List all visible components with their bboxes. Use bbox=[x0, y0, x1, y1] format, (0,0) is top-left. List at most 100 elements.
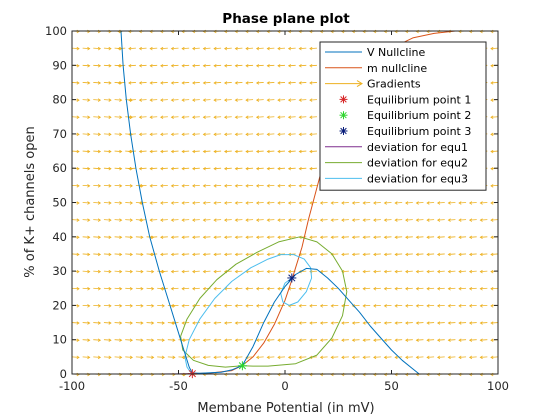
gradient-arrow bbox=[234, 46, 243, 51]
gradient-arrow bbox=[125, 235, 133, 240]
gradient-arrow bbox=[125, 304, 133, 308]
gradient-arrow bbox=[298, 149, 307, 154]
gradient-arrow bbox=[234, 218, 243, 222]
gradient-arrow bbox=[135, 287, 144, 291]
gradient-arrow bbox=[287, 235, 296, 240]
gradient-arrow bbox=[192, 269, 200, 274]
gradient-arrow bbox=[458, 218, 467, 222]
gradient-arrow bbox=[234, 355, 243, 360]
gradient-arrow bbox=[192, 132, 200, 137]
gradient-arrow bbox=[135, 321, 144, 325]
asterisk-marker bbox=[339, 95, 348, 104]
gradient-arrow bbox=[287, 115, 296, 119]
gradient-arrow bbox=[405, 252, 413, 257]
gradient-arrow bbox=[266, 132, 275, 137]
gradient-arrow bbox=[202, 132, 211, 137]
gradient-arrow bbox=[93, 184, 102, 188]
gradient-arrow bbox=[362, 304, 371, 308]
gradient-arrow bbox=[114, 115, 123, 119]
gradient-arrow bbox=[128, 149, 136, 154]
gradient-arrow bbox=[468, 287, 477, 291]
gradient-arrow bbox=[71, 252, 80, 257]
gradient-arrow bbox=[170, 98, 179, 102]
gradient-arrow bbox=[426, 269, 435, 274]
gradient-arrow bbox=[468, 338, 477, 342]
gradient-arrow bbox=[170, 304, 179, 308]
gradient-arrow bbox=[234, 115, 243, 119]
gradient-arrow bbox=[245, 149, 254, 154]
gradient-arrow bbox=[170, 149, 179, 154]
gradient-arrow bbox=[181, 252, 190, 257]
gradient-arrow bbox=[202, 46, 211, 51]
gradient-arrow bbox=[351, 321, 360, 325]
gradient-arrow bbox=[224, 218, 232, 222]
gradient-arrow bbox=[362, 321, 371, 325]
gradient-arrow bbox=[426, 235, 435, 240]
gradient-arrow bbox=[277, 201, 286, 205]
gradient-arrow bbox=[277, 81, 286, 85]
gradient-arrow bbox=[224, 184, 232, 188]
gradient-arrow bbox=[479, 235, 488, 240]
y-tick-label: 80 bbox=[52, 93, 67, 107]
gradient-arrow bbox=[181, 235, 190, 240]
gradient-arrow bbox=[298, 115, 307, 119]
gradient-arrow bbox=[394, 269, 403, 274]
gradient-arrow bbox=[437, 355, 445, 360]
gradient-arrow bbox=[149, 166, 158, 171]
gradient-arrow bbox=[373, 235, 381, 240]
gradient-arrow bbox=[202, 115, 211, 119]
gradient-arrow bbox=[437, 218, 445, 222]
gradient-arrow bbox=[319, 338, 328, 342]
y-tick-label: 10 bbox=[52, 333, 67, 347]
gradient-arrow bbox=[234, 235, 243, 240]
gradient-arrow bbox=[298, 304, 307, 308]
gradient-arrow bbox=[255, 201, 264, 205]
y-tick-label: 0 bbox=[60, 367, 67, 381]
gradient-arrow bbox=[330, 218, 339, 222]
gradient-arrow bbox=[373, 321, 381, 325]
gradient-arrow bbox=[213, 218, 222, 222]
gradient-arrow bbox=[146, 338, 155, 342]
gradient-arrow bbox=[71, 355, 80, 360]
gradient-arrow bbox=[458, 252, 467, 257]
gradient-arrow bbox=[447, 321, 456, 325]
gradient-arrow bbox=[362, 235, 371, 240]
gradient-arrow bbox=[394, 321, 403, 325]
gradient-arrow bbox=[93, 132, 102, 137]
gradient-arrow bbox=[138, 98, 147, 102]
gradient-arrow bbox=[114, 355, 123, 360]
gradient-arrow bbox=[192, 166, 200, 171]
gradient-arrow bbox=[490, 115, 499, 119]
gradient-arrow bbox=[245, 287, 254, 291]
gradient-arrow bbox=[479, 304, 488, 308]
gradient-arrow bbox=[255, 287, 264, 291]
gradient-arrow bbox=[277, 166, 286, 171]
gradient-arrow bbox=[202, 218, 211, 222]
gradient-arrow bbox=[93, 149, 102, 154]
gradient-arrow bbox=[125, 355, 133, 360]
gradient-arrow bbox=[149, 46, 158, 51]
gradient-arrow bbox=[192, 64, 200, 68]
gradient-arrow bbox=[114, 321, 123, 325]
gradient-arrow bbox=[490, 321, 499, 325]
gradient-arrow bbox=[447, 338, 456, 342]
gradient-arrow bbox=[287, 149, 296, 154]
gradient-arrow bbox=[170, 132, 179, 137]
gradient-arrow bbox=[160, 115, 168, 119]
gradient-arrow bbox=[309, 287, 317, 291]
gradient-arrow bbox=[383, 321, 392, 325]
gradient-arrow bbox=[82, 81, 91, 85]
gradient-arrow bbox=[458, 235, 467, 240]
gradient-arrow bbox=[319, 252, 328, 257]
legend-item-deviation-for-equ2: deviation for equ2 bbox=[325, 157, 468, 170]
gradient-arrow bbox=[458, 304, 467, 308]
gradient-arrow bbox=[468, 355, 477, 360]
gradient-arrow bbox=[277, 115, 286, 119]
gradient-arrow bbox=[93, 46, 102, 51]
gradient-arrow bbox=[71, 149, 80, 154]
gradient-arrow bbox=[213, 81, 222, 85]
gradient-arrow bbox=[490, 355, 499, 360]
gradient-arrow bbox=[426, 355, 435, 360]
gradient-arrow bbox=[181, 81, 190, 85]
gradient-arrow bbox=[319, 218, 328, 222]
